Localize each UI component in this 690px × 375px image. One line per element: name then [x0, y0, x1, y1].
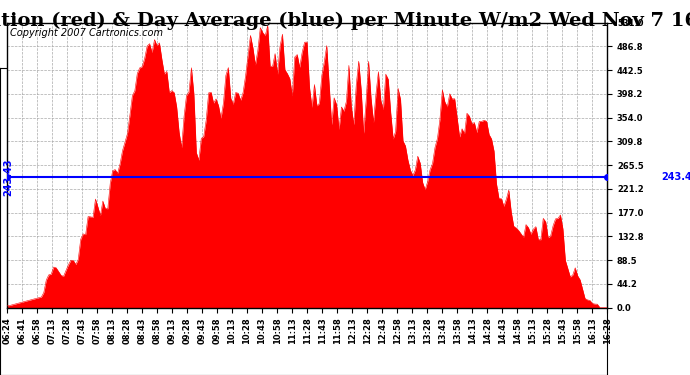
Text: 243.43: 243.43	[661, 172, 690, 182]
Text: Solar Radiation (red) & Day Average (blue) per Minute W/m2 Wed Nov 7 16:31: Solar Radiation (red) & Day Average (blu…	[0, 11, 690, 30]
Text: Copyright 2007 Cartronics.com: Copyright 2007 Cartronics.com	[10, 28, 163, 38]
Text: 243.43: 243.43	[3, 158, 13, 196]
